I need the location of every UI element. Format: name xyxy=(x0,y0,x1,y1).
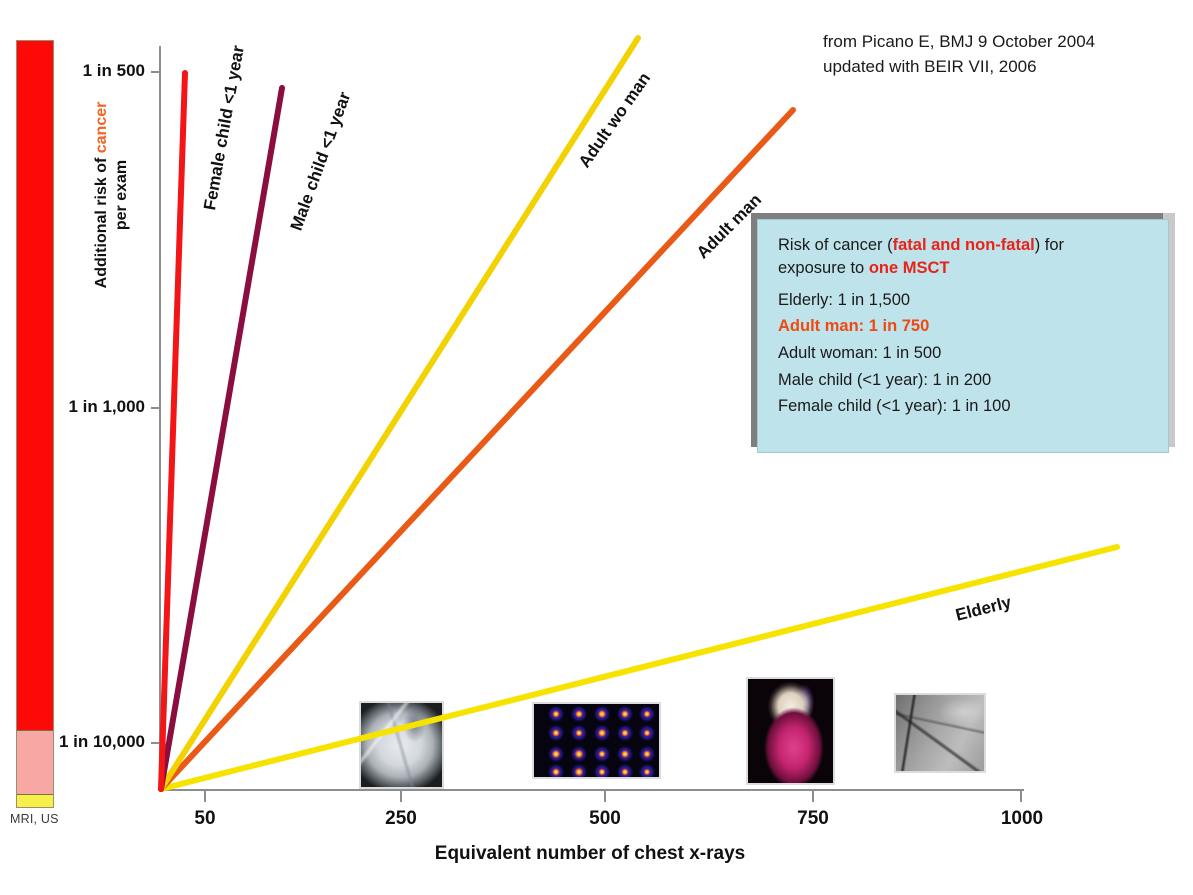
x-tick-mark-4 xyxy=(1020,791,1022,802)
callout-heading-part3: ) for xyxy=(1034,236,1065,254)
modality-risk-colorbar xyxy=(16,40,54,808)
curve-label-adult-woman: Adult wo man xyxy=(574,68,655,172)
callout-row-male-child: Male child (<1 year): 1 in 200 xyxy=(778,370,992,389)
curve-label-male-child: Male child <1 year xyxy=(286,89,355,234)
chest-xray-thumbnail xyxy=(359,701,444,789)
risk-line-adult-man xyxy=(158,107,796,792)
risk-line-adult-woman xyxy=(158,35,641,792)
callout-row-female-child: Female child (<1 year): 1 in 100 xyxy=(778,397,1011,416)
colorbar-segment-no-risk-yellow xyxy=(17,794,53,807)
y-axis-title-accent: cancer xyxy=(93,101,110,154)
callout-heading-one-msct: one MSCT xyxy=(868,258,950,277)
callout-heading-part4: exposure to xyxy=(778,258,869,277)
callout-row-elderly: Elderly: 1 in 1,500 xyxy=(778,290,911,309)
x-tick-mark-0 xyxy=(204,791,206,802)
y-tick-mark-0 xyxy=(151,71,160,73)
x-tick-mark-3 xyxy=(812,791,814,802)
x-tick-label-500: 500 xyxy=(589,808,621,829)
callout-row-adult-woman: Adult woman: 1 in 500 xyxy=(778,343,942,362)
callout-heading: Risk of cancer (fatal and non-fatal) for… xyxy=(778,234,1152,280)
y-tick-label-1-in-1000: 1 in 1,000 xyxy=(68,397,145,416)
cardiac-ct-3d-render-thumbnail xyxy=(746,677,835,785)
curve-label-elderly: Elderly xyxy=(953,592,1014,625)
citation-text: from Picano E, BMJ 9 October 2004 update… xyxy=(823,32,1096,76)
risk-summary-callout: Risk of cancer (fatal and non-fatal) for… xyxy=(757,219,1169,453)
x-tick-label-750: 750 xyxy=(797,808,829,829)
callout-row-adult-man: Adult man: 1 in 750 xyxy=(778,317,930,336)
y-tick-mark-1 xyxy=(151,407,160,409)
colorbar-segment-moderate-pink xyxy=(17,730,53,794)
risk-line-female-child xyxy=(158,70,188,792)
spect-perfusion-grid-thumbnail xyxy=(532,702,661,779)
y-axis-title: Additional risk of cancer per exam xyxy=(92,75,132,315)
x-tick-label-1000: 1000 xyxy=(1000,808,1044,829)
curve-label-female-child: Female child <1 year xyxy=(200,44,248,212)
y-axis-line xyxy=(159,46,161,790)
colorbar-label-mri-us: MRI, US xyxy=(10,812,59,826)
coronary-angiogram-thumbnail xyxy=(894,693,986,773)
y-tick-label-1-in-10000: 1 in 10,000 xyxy=(58,732,145,751)
callout-heading-part1: Risk of cancer ( xyxy=(778,236,893,254)
x-axis-title: Equivalent number of chest x-rays xyxy=(434,843,746,864)
y-tick-label-1-in-500: 1 in 500 xyxy=(82,61,145,80)
spect-grid-svg xyxy=(534,704,659,777)
x-tick-label-50: 50 xyxy=(194,808,216,829)
x-tick-label-250: 250 xyxy=(385,808,417,829)
x-tick-mark-2 xyxy=(604,791,606,802)
x-axis-line xyxy=(159,789,1024,791)
y-tick-mark-2 xyxy=(151,742,160,744)
y-axis-title-post: per exam xyxy=(113,159,130,231)
colorbar-segment-high-risk-red xyxy=(17,41,53,730)
x-tick-mark-1 xyxy=(400,791,402,802)
callout-heading-fatal-nonfatal: fatal and non-fatal xyxy=(892,236,1035,254)
y-axis-title-pre: Additional risk of xyxy=(93,153,110,289)
